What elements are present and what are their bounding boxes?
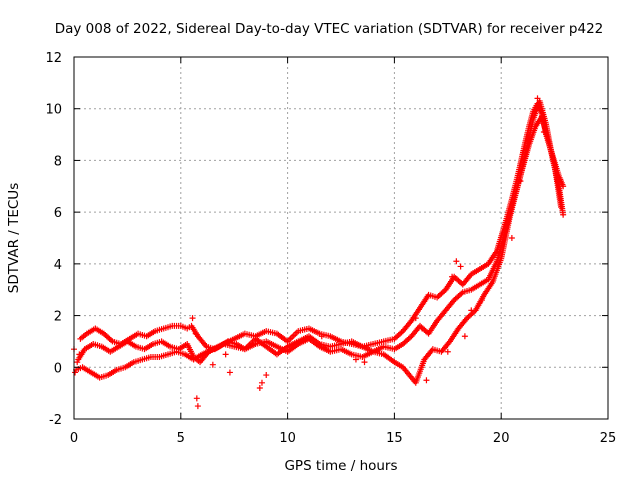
data-point xyxy=(419,325,426,332)
data-point xyxy=(263,372,270,379)
data-point xyxy=(508,235,515,241)
x-tick-label: 25 xyxy=(600,431,617,446)
data-point xyxy=(192,330,199,337)
data-point xyxy=(72,369,79,376)
data-point xyxy=(478,297,485,304)
data-point xyxy=(258,379,265,386)
data-point xyxy=(222,351,229,358)
chart-title: Day 008 of 2022, Sidereal Day-to-day VTE… xyxy=(55,21,604,37)
data-point xyxy=(468,307,475,314)
x-tick-label: 15 xyxy=(386,431,403,446)
data-point xyxy=(193,395,200,402)
y-tick-label: 0 xyxy=(54,361,62,376)
y-tick-label: 4 xyxy=(54,258,62,273)
series-scattered-points xyxy=(71,95,547,410)
plot-frame xyxy=(73,56,609,420)
data-point xyxy=(74,359,81,366)
grid xyxy=(74,57,608,419)
data-point xyxy=(560,211,567,218)
data-point xyxy=(256,384,263,391)
data-point xyxy=(412,315,419,322)
y-tick-label: 8 xyxy=(54,154,62,169)
y-tick-label: 6 xyxy=(54,206,62,221)
data-point xyxy=(352,356,359,363)
data-points xyxy=(71,95,567,410)
series-track-A xyxy=(77,100,567,353)
data-point xyxy=(453,258,460,265)
y-tick-label: 2 xyxy=(54,310,62,325)
data-point xyxy=(444,348,451,355)
data-point xyxy=(194,403,201,410)
x-axis-title: GPS time / hours xyxy=(284,458,397,474)
data-point xyxy=(189,315,196,322)
data-point xyxy=(209,361,216,368)
y-tick-label: -2 xyxy=(49,413,62,428)
x-tick-label: 10 xyxy=(279,431,296,446)
data-point xyxy=(517,178,524,185)
axis-ticks: 0 5 10 15 20 25 -2 0 2 4 6 8 10 12 xyxy=(45,51,616,446)
data-point xyxy=(423,377,430,384)
x-tick-label: 0 xyxy=(70,431,78,446)
y-axis-title: SDTVAR / TECUs xyxy=(6,183,22,293)
data-point xyxy=(461,333,468,340)
data-point xyxy=(489,278,496,285)
data-point xyxy=(534,95,541,102)
data-point xyxy=(449,273,456,280)
x-tick-label: 5 xyxy=(177,431,185,446)
data-point xyxy=(457,263,464,270)
y-tick-label: 12 xyxy=(45,51,62,66)
series-track-B xyxy=(75,113,565,366)
y-tick-label: 10 xyxy=(45,103,62,118)
data-point xyxy=(540,128,547,135)
data-point xyxy=(76,351,83,358)
x-tick-label: 20 xyxy=(493,431,510,446)
data-point xyxy=(226,369,233,376)
data-point xyxy=(361,359,368,366)
data-point xyxy=(318,333,325,340)
